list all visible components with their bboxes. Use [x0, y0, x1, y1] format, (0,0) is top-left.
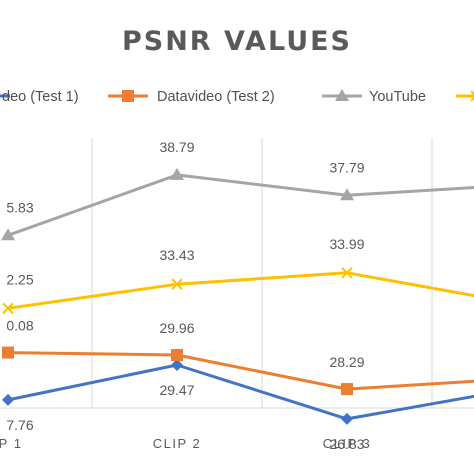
series-layer [1, 167, 474, 425]
data-label: 33.99 [329, 236, 364, 252]
data-label: 29.96 [159, 320, 194, 336]
series-3 [1, 167, 474, 241]
data-label: 2.25 [6, 271, 33, 287]
legend-label: deo (Test 1) [2, 89, 79, 105]
data-label: 29.47 [159, 382, 194, 398]
data-label: 0.08 [6, 318, 33, 334]
point-marker [341, 267, 353, 279]
grid [0, 138, 474, 409]
point-marker [122, 90, 134, 102]
x-axis-tick-labels: IP 1 CLIP 2 CLIP 3 [0, 436, 372, 451]
data-label: 28.29 [329, 354, 364, 370]
legend-item-2: Datavideo (Test 2) [108, 89, 275, 105]
data-label: 33.43 [159, 247, 194, 263]
point-marker [2, 393, 14, 406]
point-marker [171, 359, 183, 372]
point-marker [171, 349, 183, 362]
point-marker [341, 412, 353, 425]
point-marker [171, 278, 183, 290]
point-marker [335, 89, 349, 101]
point-marker [1, 228, 15, 241]
series-line [7, 363, 474, 421]
data-label: 5.83 [6, 199, 33, 215]
series-4 [2, 267, 474, 315]
legend-item-3: YouTube [322, 89, 426, 105]
point-marker [470, 90, 474, 102]
series-line [7, 173, 474, 237]
legend-label: YouTube [369, 89, 426, 105]
point-marker [170, 167, 184, 180]
series-line [7, 271, 474, 310]
legend: deo (Test 1) Datavideo (Test 2) YouTube [0, 89, 474, 105]
data-label: 38.79 [159, 139, 194, 155]
data-labels: 7.76 29.47 26.83 0.08 29.96 28.29 5.83 38.79 37.… [6, 139, 364, 452]
chart-title: PSNR VALUES [122, 26, 352, 57]
series-line [7, 351, 474, 391]
data-label: 26.83 [329, 436, 364, 452]
x-tick-label: CLIP 3 [323, 436, 372, 451]
x-tick-label: IP 1 [0, 436, 22, 451]
point-marker [340, 188, 354, 201]
data-label: 7.76 [6, 417, 33, 433]
legend-item-4 [456, 90, 474, 102]
data-label: 37.79 [329, 159, 364, 175]
point-marker [341, 383, 353, 396]
legend-label: Datavideo (Test 2) [157, 89, 275, 105]
legend-item-1: deo (Test 1) [0, 89, 79, 105]
series-2 [2, 346, 474, 396]
point-marker [2, 346, 14, 359]
point-marker [2, 302, 14, 315]
x-tick-label: CLIP 2 [153, 436, 202, 451]
series-1 [2, 359, 474, 425]
